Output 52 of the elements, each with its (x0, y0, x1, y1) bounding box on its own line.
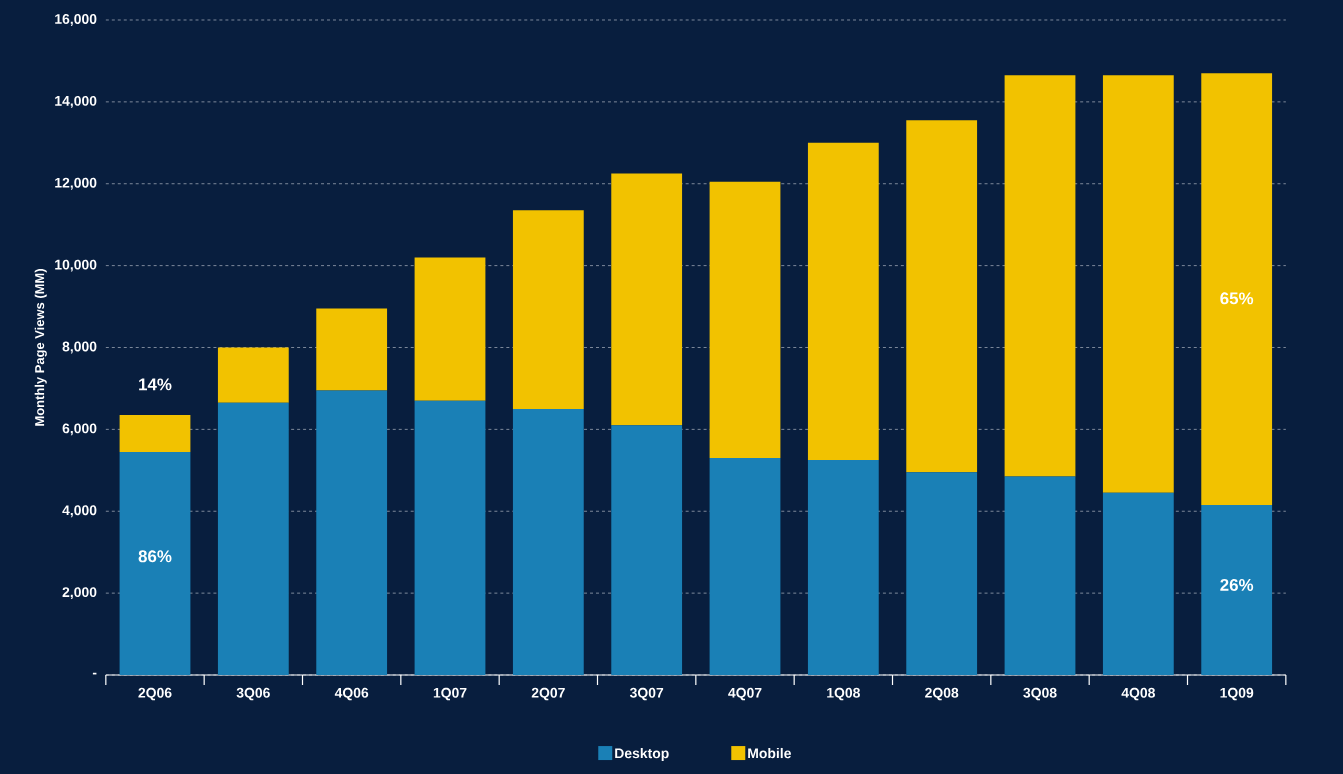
annotation: 14% (139, 378, 172, 391)
x-tick-label: 2Q07 (531, 687, 565, 701)
bar (1004, 476, 1076, 675)
bar (1201, 505, 1273, 675)
x-tick-label: 2Q06 (138, 687, 172, 701)
bar (414, 257, 486, 401)
bar (316, 308, 388, 391)
x-tick-label: 3Q07 (629, 687, 664, 701)
bar (217, 402, 289, 675)
bar (611, 425, 683, 675)
bar (1201, 73, 1273, 506)
y-tick-label: - (92, 672, 97, 675)
bar (316, 390, 388, 675)
y-tick-label: 10,000 (55, 259, 97, 272)
bar (1004, 75, 1076, 477)
y-tick-label: 16,000 (55, 14, 97, 26)
bar (1102, 492, 1174, 675)
bar (119, 451, 191, 675)
x-tick-label: 3Q06 (236, 687, 270, 701)
x-tick-label: 1Q08 (827, 687, 860, 701)
annotation: 65% (1220, 292, 1254, 305)
bar (217, 347, 289, 403)
x-tick-label: 3Q08 (1023, 687, 1057, 701)
bar (807, 460, 879, 675)
bar (119, 415, 191, 452)
bar (611, 173, 683, 426)
bar (709, 181, 781, 459)
y-tick-label: 6,000 (62, 423, 97, 436)
x-tick-label: 1Q07 (433, 687, 467, 701)
bar (512, 210, 584, 409)
y-tick-label: 12,000 (55, 177, 97, 190)
y-tick-label: 8,000 (62, 341, 97, 354)
y-tick-label: 14,000 (55, 95, 97, 108)
bar (906, 120, 978, 473)
x-tick-label: 4Q06 (334, 687, 369, 701)
legend-label: Mobile (748, 747, 791, 759)
y-axis-title: Monthly Page Views (MM) (34, 269, 47, 426)
annotation: 86% (138, 550, 172, 563)
bar (512, 408, 584, 675)
annotation: 26% (1220, 578, 1254, 591)
bar (414, 400, 486, 675)
y-tick-label: 4,000 (62, 505, 97, 518)
x-tick-label: 4Q08 (1121, 687, 1155, 701)
x-tick-label: 2Q08 (925, 687, 959, 701)
x-tick-label: 1Q09 (1220, 687, 1254, 701)
bar (906, 472, 978, 675)
legend-label: Desktop (615, 747, 669, 761)
bar (709, 458, 781, 675)
bar (1102, 75, 1174, 493)
bar (807, 142, 879, 461)
y-tick-label: 2,000 (62, 587, 97, 600)
x-tick-label: 4Q07 (728, 687, 762, 701)
